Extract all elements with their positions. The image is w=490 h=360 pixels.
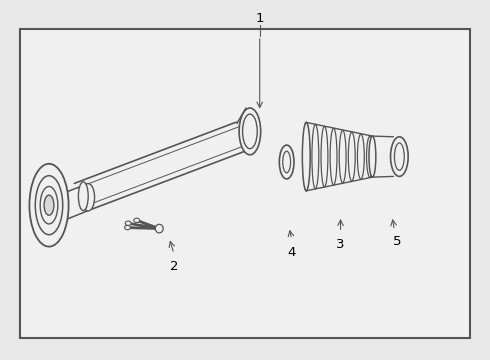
Ellipse shape <box>40 186 58 224</box>
Ellipse shape <box>302 122 310 191</box>
Ellipse shape <box>124 225 130 230</box>
Ellipse shape <box>243 114 257 149</box>
Ellipse shape <box>330 128 337 185</box>
Ellipse shape <box>339 130 346 183</box>
Text: 4: 4 <box>287 246 296 258</box>
Text: 5: 5 <box>392 235 401 248</box>
Ellipse shape <box>134 218 140 222</box>
Ellipse shape <box>283 151 291 173</box>
Ellipse shape <box>367 136 373 177</box>
Ellipse shape <box>239 108 261 155</box>
Ellipse shape <box>35 176 63 235</box>
Ellipse shape <box>357 134 364 179</box>
Ellipse shape <box>78 182 88 211</box>
Ellipse shape <box>29 164 69 247</box>
Ellipse shape <box>348 132 355 181</box>
Text: 2: 2 <box>170 260 178 273</box>
Ellipse shape <box>82 184 95 211</box>
Ellipse shape <box>369 136 376 177</box>
Text: 1: 1 <box>255 12 264 24</box>
Ellipse shape <box>312 124 319 189</box>
Ellipse shape <box>155 224 163 233</box>
Ellipse shape <box>303 122 310 191</box>
Ellipse shape <box>321 126 328 187</box>
Text: 3: 3 <box>336 238 345 251</box>
Ellipse shape <box>394 143 404 170</box>
Bar <box>20 29 470 338</box>
Ellipse shape <box>279 145 294 179</box>
Ellipse shape <box>44 195 54 215</box>
Ellipse shape <box>391 137 408 176</box>
Ellipse shape <box>125 221 131 225</box>
